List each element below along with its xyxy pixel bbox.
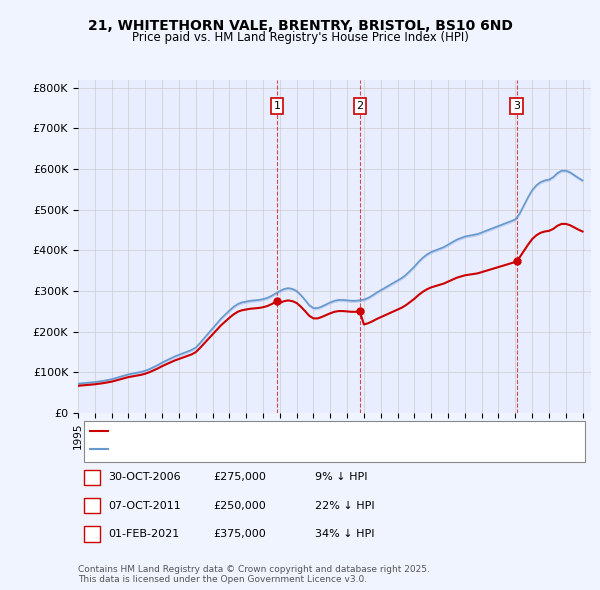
- Text: 22% ↓ HPI: 22% ↓ HPI: [315, 501, 374, 510]
- Text: Price paid vs. HM Land Registry's House Price Index (HPI): Price paid vs. HM Land Registry's House …: [131, 31, 469, 44]
- Text: £275,000: £275,000: [213, 473, 266, 482]
- Text: 07-OCT-2011: 07-OCT-2011: [108, 501, 181, 510]
- Text: 21, WHITETHORN VALE, BRENTRY, BRISTOL, BS10 6ND (detached house): 21, WHITETHORN VALE, BRENTRY, BRISTOL, B…: [111, 426, 490, 435]
- Text: 2: 2: [356, 101, 364, 111]
- Text: 21, WHITETHORN VALE, BRENTRY, BRISTOL, BS10 6ND: 21, WHITETHORN VALE, BRENTRY, BRISTOL, B…: [88, 19, 512, 33]
- Text: 34% ↓ HPI: 34% ↓ HPI: [315, 529, 374, 539]
- Text: 1: 1: [88, 473, 95, 482]
- Text: £250,000: £250,000: [213, 501, 266, 510]
- Text: 3: 3: [88, 529, 95, 539]
- Text: £375,000: £375,000: [213, 529, 266, 539]
- Text: Contains HM Land Registry data © Crown copyright and database right 2025.
This d: Contains HM Land Registry data © Crown c…: [78, 565, 430, 584]
- Text: 2: 2: [88, 501, 95, 510]
- Text: 9% ↓ HPI: 9% ↓ HPI: [315, 473, 367, 482]
- Text: HPI: Average price, detached house, City of Bristol: HPI: Average price, detached house, City…: [111, 444, 374, 454]
- Text: 1: 1: [274, 101, 280, 111]
- Text: 01-FEB-2021: 01-FEB-2021: [108, 529, 179, 539]
- Text: 3: 3: [513, 101, 520, 111]
- Text: 30-OCT-2006: 30-OCT-2006: [108, 473, 181, 482]
